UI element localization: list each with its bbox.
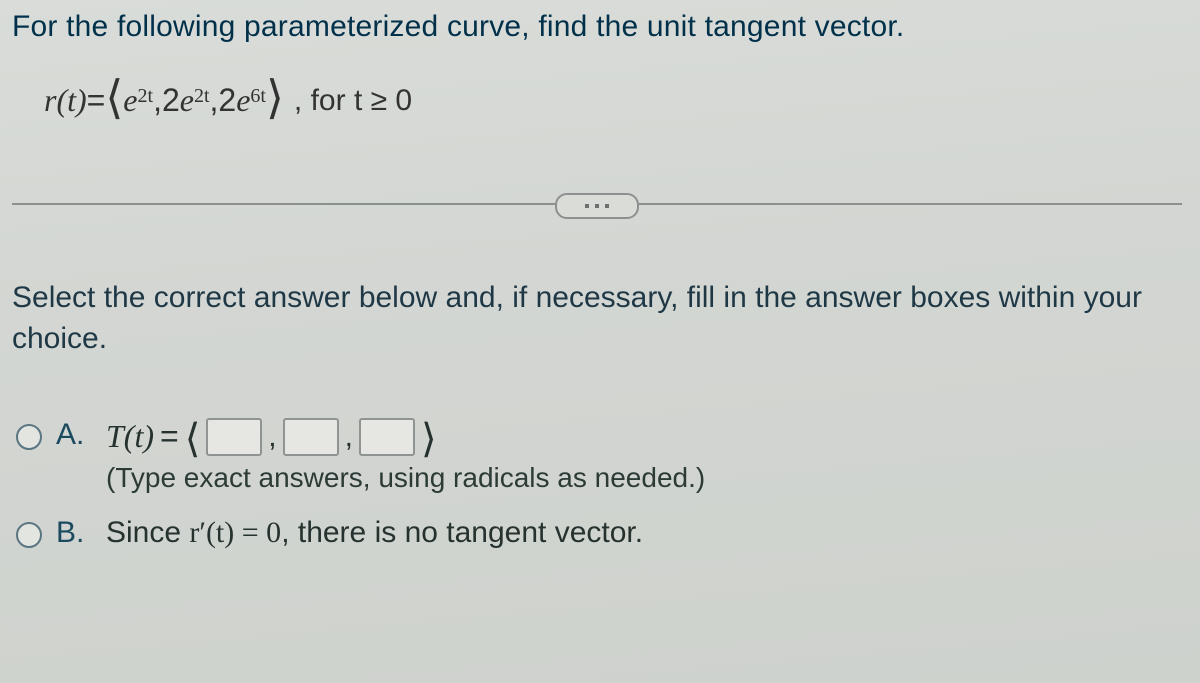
radio-b[interactable] [16, 522, 42, 548]
choice-b: B. Since r′(t) = 0, there is no tangent … [16, 516, 1182, 550]
angle-close: ⟩ [266, 80, 284, 117]
dot-icon [605, 204, 609, 208]
choice-b-body: Since r′(t) = 0, there is no tangent vec… [106, 516, 643, 550]
equals-sign: = [87, 82, 106, 119]
instructions-text: Select the correct answer below and, if … [12, 277, 1182, 360]
lhs: r(t) [44, 82, 87, 119]
answer-choices: A. T(t) = ⟨ , , ⟩ (Type exact answers, u… [16, 418, 1182, 550]
term3-base: e [236, 82, 250, 119]
b-text-pre: Since [106, 516, 189, 549]
answer-input-2[interactable] [283, 418, 339, 456]
choice-a-label: A. [56, 418, 92, 452]
question-panel: For the following parameterized curve, f… [0, 0, 1200, 683]
a-angle-close: ⟩ [421, 423, 437, 455]
section-divider [12, 203, 1182, 225]
dot-icon [585, 204, 589, 208]
equation: r(t) = ⟨ e2t , 2e2t , 2e6t ⟩ , for t ≥ 0 [44, 82, 1182, 119]
term3-exp: 6t [250, 85, 266, 108]
term3-coeff: 2 [218, 82, 236, 119]
choice-a: A. T(t) = ⟨ , , ⟩ (Type exact answers, u… [16, 418, 1182, 494]
answer-input-3[interactable] [359, 418, 415, 456]
choice-a-equation: T(t) = ⟨ , , ⟩ [106, 418, 705, 456]
dot-icon [595, 204, 599, 208]
cond-var: t ≥ 0 [354, 84, 412, 117]
term1-exp: 2t [138, 85, 154, 108]
condition: , for t ≥ 0 [294, 84, 412, 118]
a-sep1: , [268, 420, 276, 454]
a-sep2: , [345, 420, 353, 454]
term2-base: e [180, 82, 194, 119]
answer-input-1[interactable] [206, 418, 262, 456]
sep1: , [153, 82, 162, 119]
angle-open: ⟨ [105, 80, 123, 117]
choice-b-label: B. [56, 516, 92, 550]
equation-body: r(t) = ⟨ e2t , 2e2t , 2e6t ⟩ [44, 82, 284, 119]
term1-base: e [123, 82, 137, 119]
choice-a-hint: (Type exact answers, using radicals as n… [106, 462, 705, 494]
term2-coeff: 2 [162, 82, 180, 119]
a-lhs: T(t) [106, 418, 154, 455]
term2-exp: 2t [194, 85, 210, 108]
b-text-post: , there is no tangent vector. [281, 516, 643, 549]
a-angle-open: ⟨ [185, 423, 201, 455]
sep2: , [210, 82, 219, 119]
expand-pill[interactable] [555, 193, 639, 219]
question-prompt: For the following parameterized curve, f… [12, 10, 1182, 44]
choice-a-body: T(t) = ⟨ , , ⟩ (Type exact answers, usin… [106, 418, 705, 494]
b-rprime: r′(t) = 0 [189, 516, 281, 549]
radio-a[interactable] [16, 424, 42, 450]
cond-prefix: , for [294, 84, 354, 117]
a-equals: = [160, 418, 179, 455]
